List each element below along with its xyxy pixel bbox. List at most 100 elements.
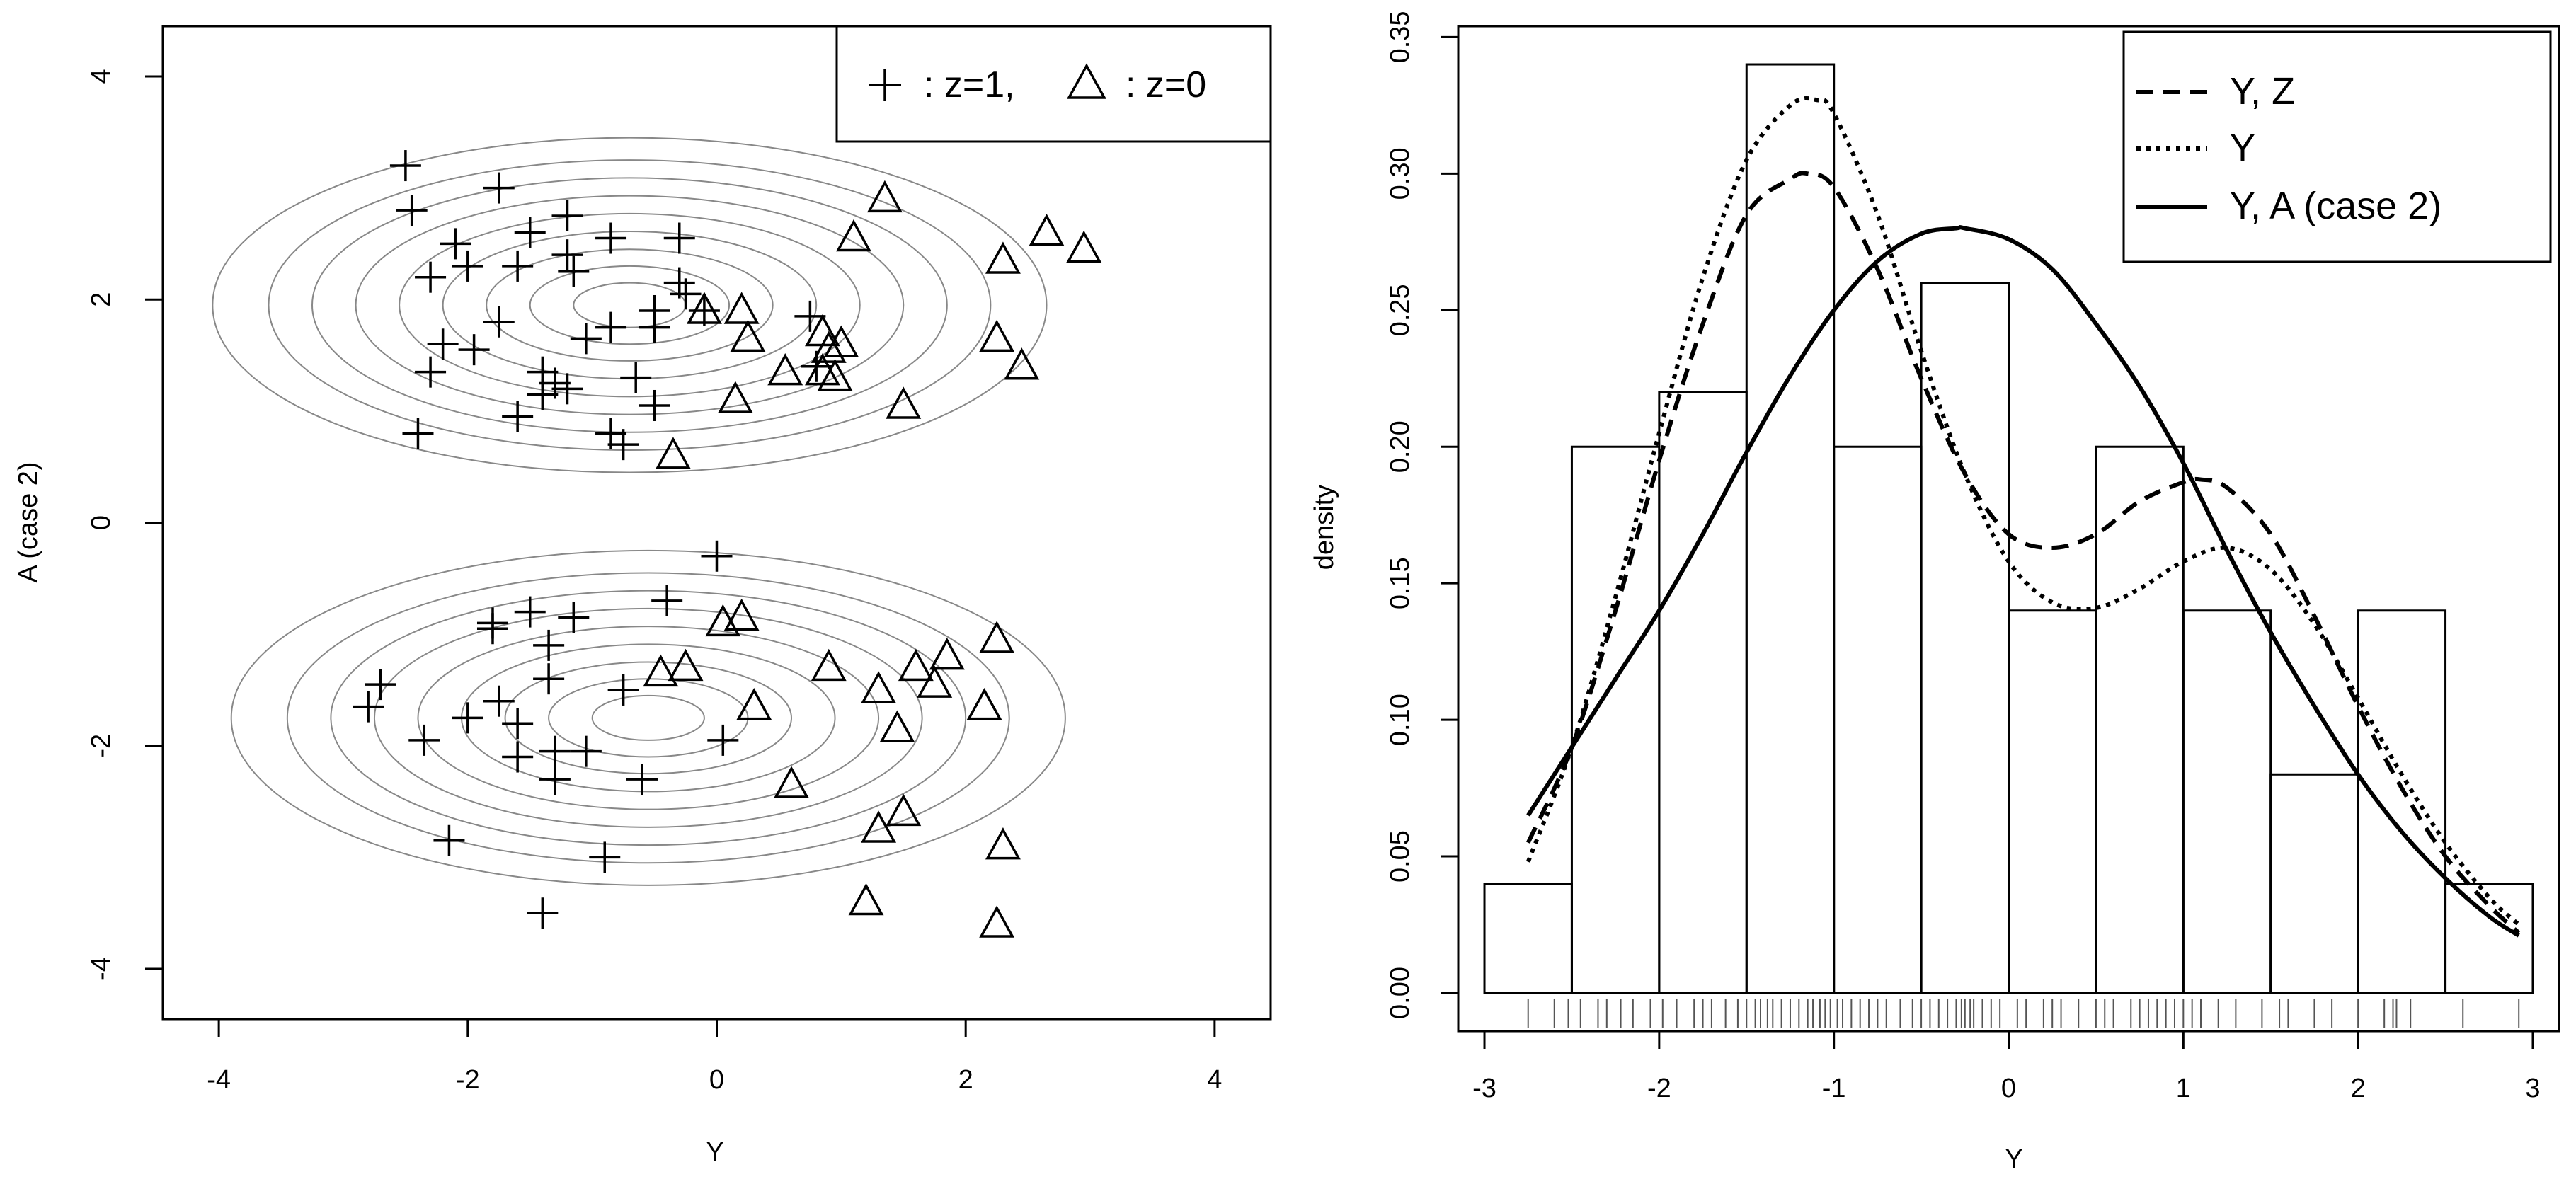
contour-ellipse <box>230 549 1066 886</box>
triangle-point <box>917 665 953 698</box>
triangle-point <box>736 687 772 720</box>
x-axis-label: Y <box>2005 1144 2022 1174</box>
contour-ellipse <box>330 590 967 846</box>
contour-ellipse <box>373 607 923 828</box>
x-tick-label: -2 <box>1647 1074 1671 1103</box>
x-tick-label: -3 <box>1472 1074 1496 1103</box>
plus-point <box>589 841 621 873</box>
triangle-point <box>985 241 1021 274</box>
x-tick-label: 4 <box>1207 1065 1222 1095</box>
y-tick-label: 0.25 <box>1385 284 1415 336</box>
plus-point <box>389 150 421 182</box>
histogram-bar <box>2444 883 2534 994</box>
legend-box <box>835 25 1272 143</box>
contour-ellipse <box>399 212 861 398</box>
density-curves <box>1525 96 2521 938</box>
plus-point <box>570 323 602 355</box>
plus-point <box>533 663 565 695</box>
legend-label-yz: Y, Z <box>2230 70 2295 113</box>
y-tick-label: 0.20 <box>1385 420 1415 473</box>
triangle-point <box>1066 230 1102 263</box>
plus-point <box>427 328 459 360</box>
triangle-point <box>985 827 1021 860</box>
triangle-point <box>879 710 915 742</box>
x-tick-label: 3 <box>2525 1074 2540 1103</box>
triangle-point <box>835 219 871 252</box>
triangle-point <box>861 671 897 703</box>
y-tick-label: 0.30 <box>1385 147 1415 200</box>
triangle-point <box>723 292 760 324</box>
plus-point <box>402 418 434 449</box>
plus-point <box>502 741 534 773</box>
y-tick-label: 0.00 <box>1385 967 1415 1019</box>
density-curve-y <box>1525 96 2521 926</box>
triangle-point <box>774 766 809 798</box>
plus-point <box>415 356 447 388</box>
x-tick-label: 0 <box>709 1065 724 1095</box>
plus-point <box>533 629 565 661</box>
plus-point <box>365 669 396 701</box>
y-tick-label: 0 <box>86 515 116 530</box>
triangle-point <box>1004 347 1040 380</box>
plus-point <box>440 228 471 260</box>
triangle-point <box>966 687 1002 720</box>
y-tick-label: 0.15 <box>1385 557 1415 609</box>
y-axis-label: A (case 2) <box>13 461 43 582</box>
x-tick-label: 1 <box>2176 1074 2191 1103</box>
triangle-point <box>817 358 853 391</box>
plus-point <box>483 306 515 338</box>
histogram-bars <box>1483 63 2534 994</box>
plus-point <box>514 217 546 248</box>
plus-point <box>458 334 490 366</box>
plus-point <box>794 300 826 332</box>
y-tick-label: 4 <box>86 69 116 84</box>
triangle-point <box>643 654 679 687</box>
triangle-point <box>805 353 840 386</box>
contour-ellipse <box>268 159 992 452</box>
triangle-point <box>848 883 884 916</box>
y-axis-label: density <box>1310 485 1339 570</box>
x-tick-label: 2 <box>958 1065 973 1095</box>
x-tick-label: -1 <box>1822 1074 1846 1103</box>
plus-point <box>551 200 583 231</box>
triangle-point <box>668 648 704 682</box>
scatter-points <box>353 150 1102 938</box>
contour-ellipse <box>355 195 905 415</box>
plus-point <box>607 429 639 461</box>
plus-point <box>502 250 534 282</box>
contour-ellipse <box>212 137 1048 473</box>
legend-label-ya: Y, A (case 2) <box>2230 185 2442 227</box>
contour-ellipse <box>417 626 880 810</box>
y-tick-label: 0.10 <box>1385 694 1415 746</box>
triangle-point <box>1029 214 1065 246</box>
plus-point <box>396 195 428 226</box>
y-tick-label: -2 <box>86 734 116 758</box>
contour-ellipse <box>286 572 1010 864</box>
triangle-point <box>730 319 766 352</box>
plus-point <box>483 172 515 204</box>
plus-point <box>626 764 658 795</box>
plus-point <box>651 585 683 616</box>
plus-point <box>595 311 627 343</box>
plus-point <box>595 222 627 254</box>
plus-point <box>483 685 515 717</box>
triangle-point <box>979 319 1015 352</box>
legend-label-y: Y <box>2230 127 2255 169</box>
plus-point <box>701 540 733 572</box>
density-curve-y-a <box>1526 225 2520 938</box>
triangle-point <box>929 638 965 670</box>
density-curve-y-z <box>1526 171 2521 935</box>
x-axis-label: Y <box>706 1137 723 1167</box>
plus-point <box>527 897 559 929</box>
density-panel: -3 -2 -1 0 1 2 3 0.000.050.100.150.200.250.300… <box>1310 11 2560 1174</box>
triangle-point <box>767 353 803 386</box>
legend-label-z0: : z=0 <box>1126 64 1206 105</box>
contour-ellipse <box>504 661 793 775</box>
plus-point <box>688 294 720 326</box>
plus-point <box>558 602 590 633</box>
legend-label-z1: : z=1, <box>924 64 1015 105</box>
triangle-point <box>886 793 922 827</box>
histogram-bar <box>2357 609 2447 994</box>
y-tick-label: 0.05 <box>1385 830 1415 883</box>
